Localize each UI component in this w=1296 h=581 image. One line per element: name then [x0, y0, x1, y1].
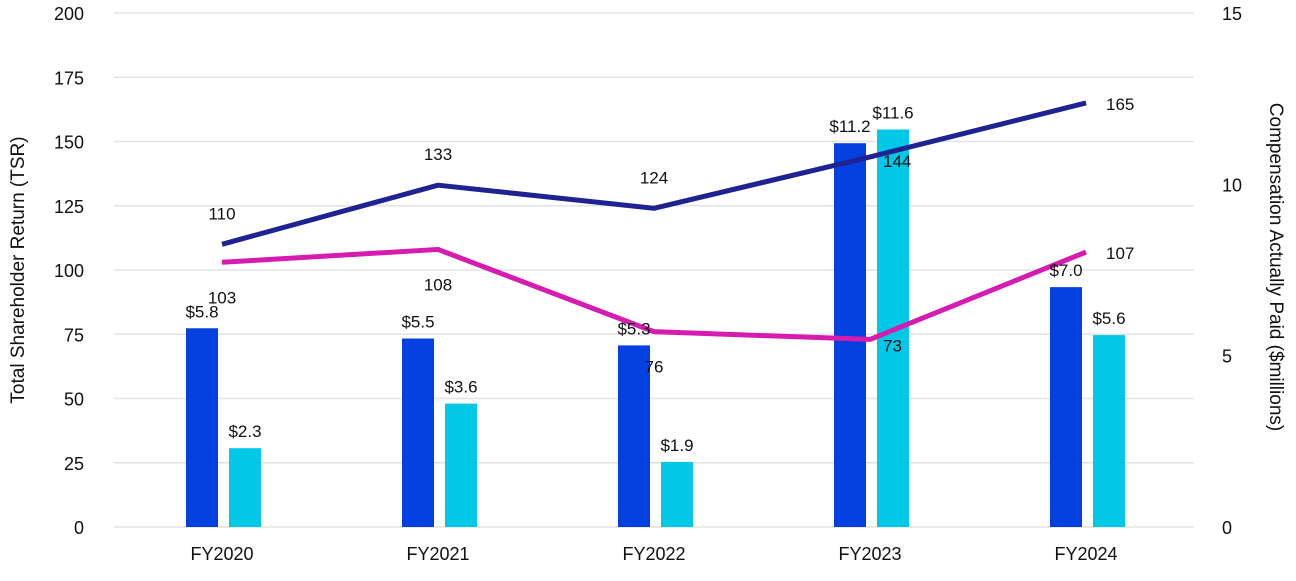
line-label: 144 [883, 152, 911, 171]
right-axis-title: Compensation Actually Paid ($millions) [1265, 103, 1286, 431]
bar-label: $5.5 [401, 313, 434, 332]
line-label: 76 [645, 358, 664, 377]
bar-label: $5.6 [1092, 309, 1125, 328]
line-label: 107 [1106, 244, 1134, 263]
left-axis-title: Total Shareholder Return (TSR) [8, 136, 29, 403]
line-label: 165 [1106, 95, 1134, 114]
bar-label: $5.3 [617, 319, 650, 338]
bar-peo [618, 345, 650, 527]
line-label: 110 [208, 204, 235, 223]
bar-label: $2.3 [228, 422, 261, 441]
bar-label: $1.9 [660, 436, 693, 455]
line-label: 73 [883, 336, 902, 355]
bar-label: $11.2 [829, 117, 870, 136]
left-tick-label: 50 [64, 390, 84, 410]
left-tick-label: 125 [54, 197, 84, 217]
bar-peo [186, 328, 218, 527]
bar-label: $3.6 [444, 378, 477, 397]
left-tick-label: 75 [64, 325, 84, 345]
left-tick-label: 100 [54, 261, 84, 281]
x-tick-label: FY2023 [838, 544, 901, 564]
line-label: 124 [640, 168, 668, 187]
left-tick-label: 150 [54, 133, 84, 153]
gridlines [114, 12, 1194, 528]
bar-non-peo [229, 448, 261, 527]
bar-non-peo [1093, 335, 1125, 527]
left-axis-ticks: 0 25 50 75 100 125 150 175 200 [54, 4, 84, 538]
bar-peo [834, 143, 866, 528]
bar-label: $11.6 [872, 104, 913, 123]
line-company-tsr [221, 100, 1087, 247]
left-tick-label: 200 [54, 4, 84, 24]
data-labels: $5.8 $5.5 $5.3 $11.2 $7.0 $2.3 $3.6 $1.9 $11.6 $5… [185, 95, 1134, 455]
bar-non-peo [661, 461, 693, 527]
left-tick-label: 0 [74, 518, 84, 538]
bar-peo [1050, 287, 1082, 527]
x-tick-label: FY2022 [622, 544, 685, 564]
right-tick-label: 15 [1222, 4, 1242, 24]
right-axis-ticks: 0 5 10 15 [1222, 4, 1242, 538]
right-tick-label: 5 [1222, 347, 1232, 367]
bar-label: $5.8 [185, 302, 218, 321]
left-tick-label: 175 [54, 68, 84, 88]
line-label: 103 [208, 288, 236, 307]
line-label: 108 [424, 275, 452, 294]
bars [186, 129, 1125, 528]
line-peer-tsr [221, 246, 1087, 342]
bar-non-peo [445, 403, 477, 527]
x-tick-label: FY2020 [190, 544, 253, 564]
bar-peo [402, 338, 434, 527]
bar-label: $7.0 [1049, 261, 1082, 280]
x-tick-label: FY2024 [1054, 544, 1117, 564]
lines [221, 100, 1087, 342]
line-label: 133 [424, 145, 452, 164]
left-tick-label: 25 [64, 454, 84, 474]
x-tick-label: FY2021 [406, 544, 469, 564]
x-axis-ticks: FY2020 FY2021 FY2022 FY2023 FY2024 [190, 544, 1117, 564]
right-tick-label: 10 [1222, 175, 1242, 195]
right-tick-label: 0 [1222, 518, 1232, 538]
